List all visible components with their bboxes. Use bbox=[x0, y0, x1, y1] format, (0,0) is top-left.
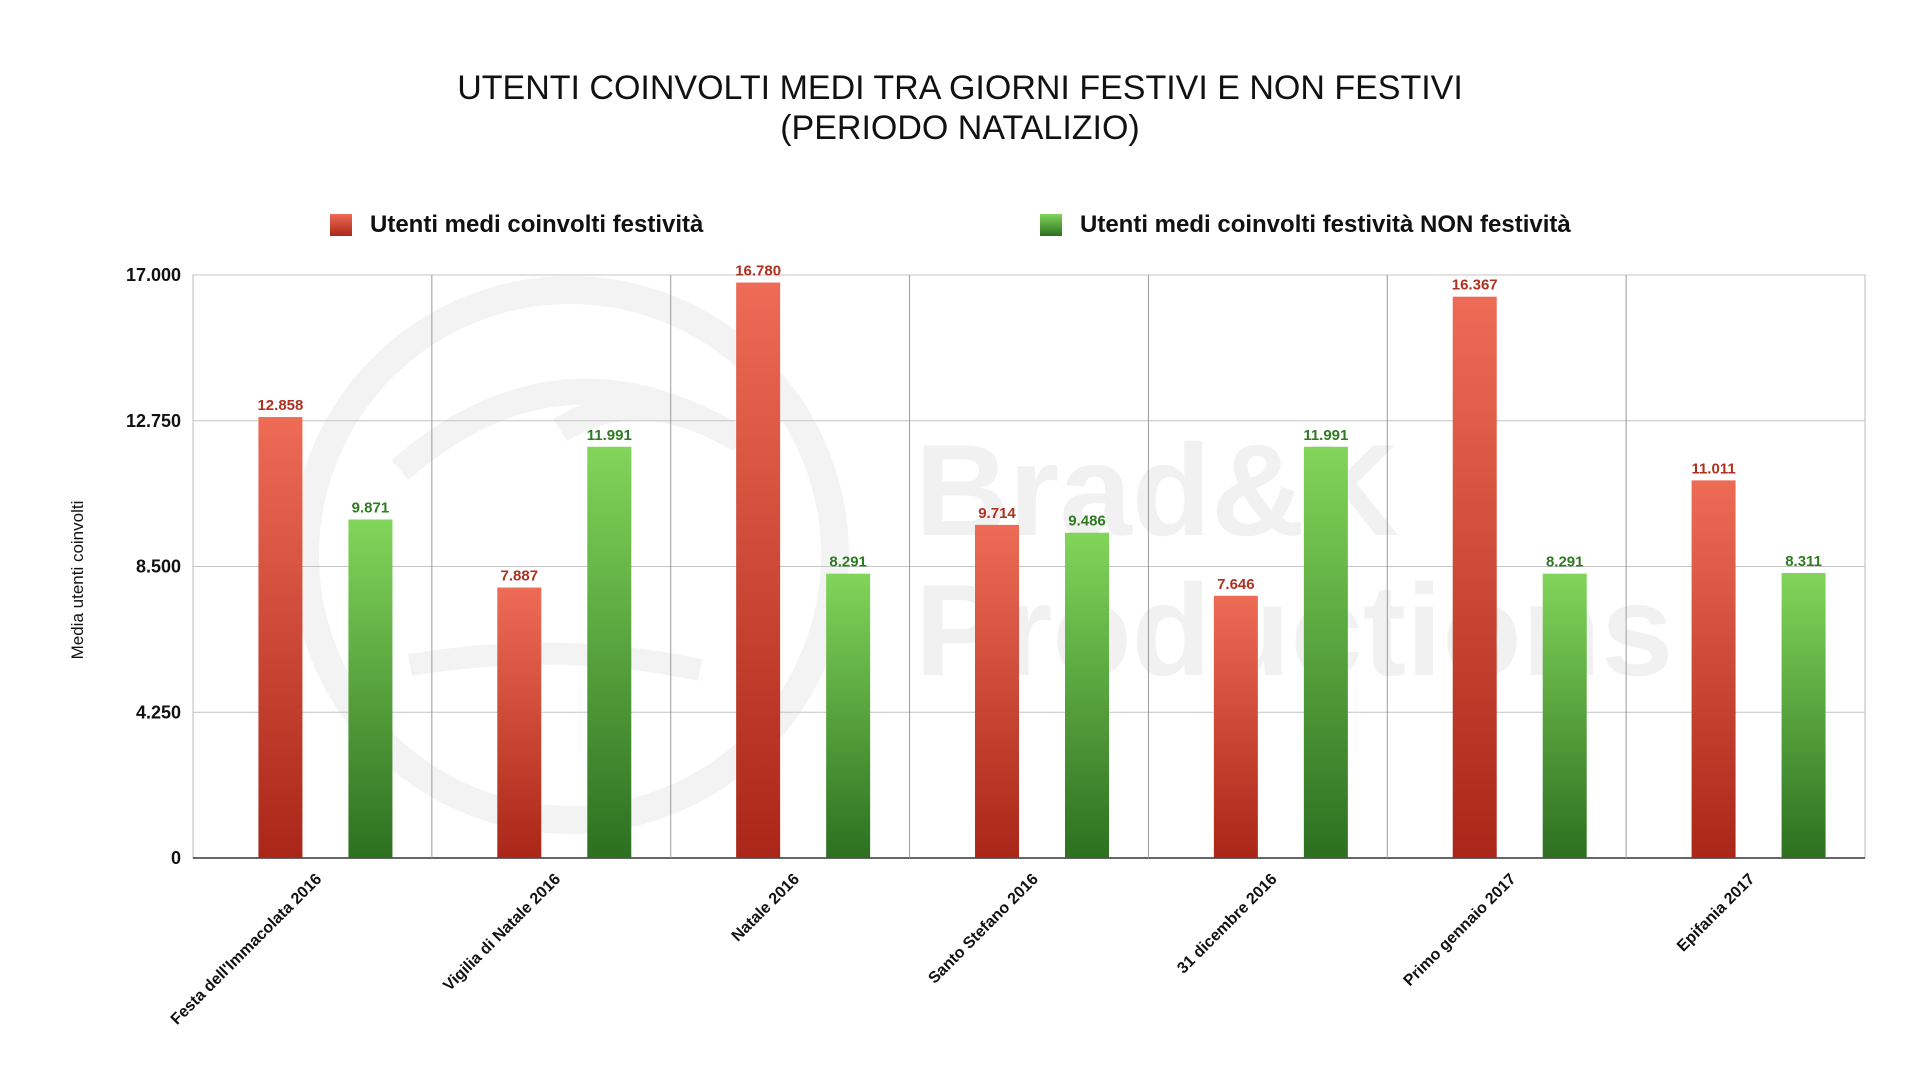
x-tick-label: Primo gennaio 2017 bbox=[1401, 871, 1520, 990]
bar-non-festivita bbox=[1303, 446, 1348, 858]
bar-non-festivita bbox=[826, 573, 871, 858]
data-label: 16.780 bbox=[735, 263, 781, 280]
x-tick-label: 31 dicembre 2016 bbox=[1174, 871, 1280, 977]
bar-festivita bbox=[1452, 296, 1497, 858]
chart-title: UTENTI COINVOLTI MEDI TRA GIORNI FESTIVI… bbox=[0, 68, 1920, 148]
legend: Utenti medi coinvolti festività Utenti m… bbox=[0, 205, 1920, 245]
legend-label-festivita: Utenti medi coinvolti festività bbox=[370, 211, 704, 238]
data-label: 8.291 bbox=[1546, 554, 1584, 571]
data-label: 11.991 bbox=[1303, 427, 1348, 444]
data-label: 7.887 bbox=[501, 568, 539, 585]
data-label: 7.646 bbox=[1217, 576, 1255, 593]
legend-item-festivita: Utenti medi coinvolti festività bbox=[330, 205, 703, 245]
y-tick-label: 0 bbox=[171, 848, 181, 868]
bar-festivita bbox=[1691, 480, 1736, 858]
x-tick-label: Santo Stefano 2016 bbox=[925, 871, 1041, 987]
data-label: 8.311 bbox=[1785, 553, 1822, 570]
bar-non-festivita bbox=[1542, 573, 1587, 858]
bar-festivita bbox=[258, 417, 303, 858]
legend-swatch-non-festivita bbox=[1040, 214, 1062, 236]
data-label: 16.367 bbox=[1452, 277, 1498, 294]
y-tick-label: 17.000 bbox=[126, 265, 181, 285]
legend-label-non-festivita: Utenti medi coinvolti festività NON fest… bbox=[1080, 211, 1571, 238]
bar-festivita bbox=[975, 524, 1019, 858]
bar-festivita bbox=[736, 282, 781, 859]
legend-item-non-festivita: Utenti medi coinvolti festività NON fest… bbox=[1040, 205, 1571, 245]
y-tick-label: 8.500 bbox=[136, 557, 181, 577]
bar-non-festivita bbox=[587, 446, 632, 858]
data-label: 9.486 bbox=[1068, 513, 1106, 530]
x-tick-label: Festa dell'Immacolata 2016 bbox=[168, 871, 326, 1029]
grid bbox=[192, 274, 1866, 859]
data-label: 11.991 bbox=[587, 427, 632, 444]
bar-non-festivita bbox=[348, 519, 393, 858]
data-label: 9.714 bbox=[978, 505, 1016, 522]
chart-title-line-1: UTENTI COINVOLTI MEDI TRA GIORNI FESTIVI… bbox=[457, 69, 1463, 107]
data-label: 9.871 bbox=[352, 499, 390, 516]
chart-title-line-2: (PERIODO NATALIZIO) bbox=[780, 109, 1140, 147]
data-label: 12.858 bbox=[257, 397, 303, 414]
data-label: 8.291 bbox=[829, 554, 867, 571]
bar-non-festivita bbox=[1781, 572, 1826, 858]
y-tick-label: 4.250 bbox=[136, 702, 181, 722]
x-tick-label: Natale 2016 bbox=[729, 871, 803, 945]
bar-festivita bbox=[497, 587, 542, 858]
bar-non-festivita bbox=[1065, 532, 1109, 858]
bars bbox=[258, 282, 1826, 859]
x-tick-label: Epifania 2017 bbox=[1674, 871, 1758, 955]
legend-swatch-festivita bbox=[330, 214, 352, 236]
bar-festivita bbox=[1213, 595, 1258, 858]
data-label: 11.011 bbox=[1691, 460, 1735, 477]
x-tick-label: Vigilia di Natale 2016 bbox=[440, 871, 564, 995]
y-tick-label: 12.750 bbox=[126, 411, 181, 431]
